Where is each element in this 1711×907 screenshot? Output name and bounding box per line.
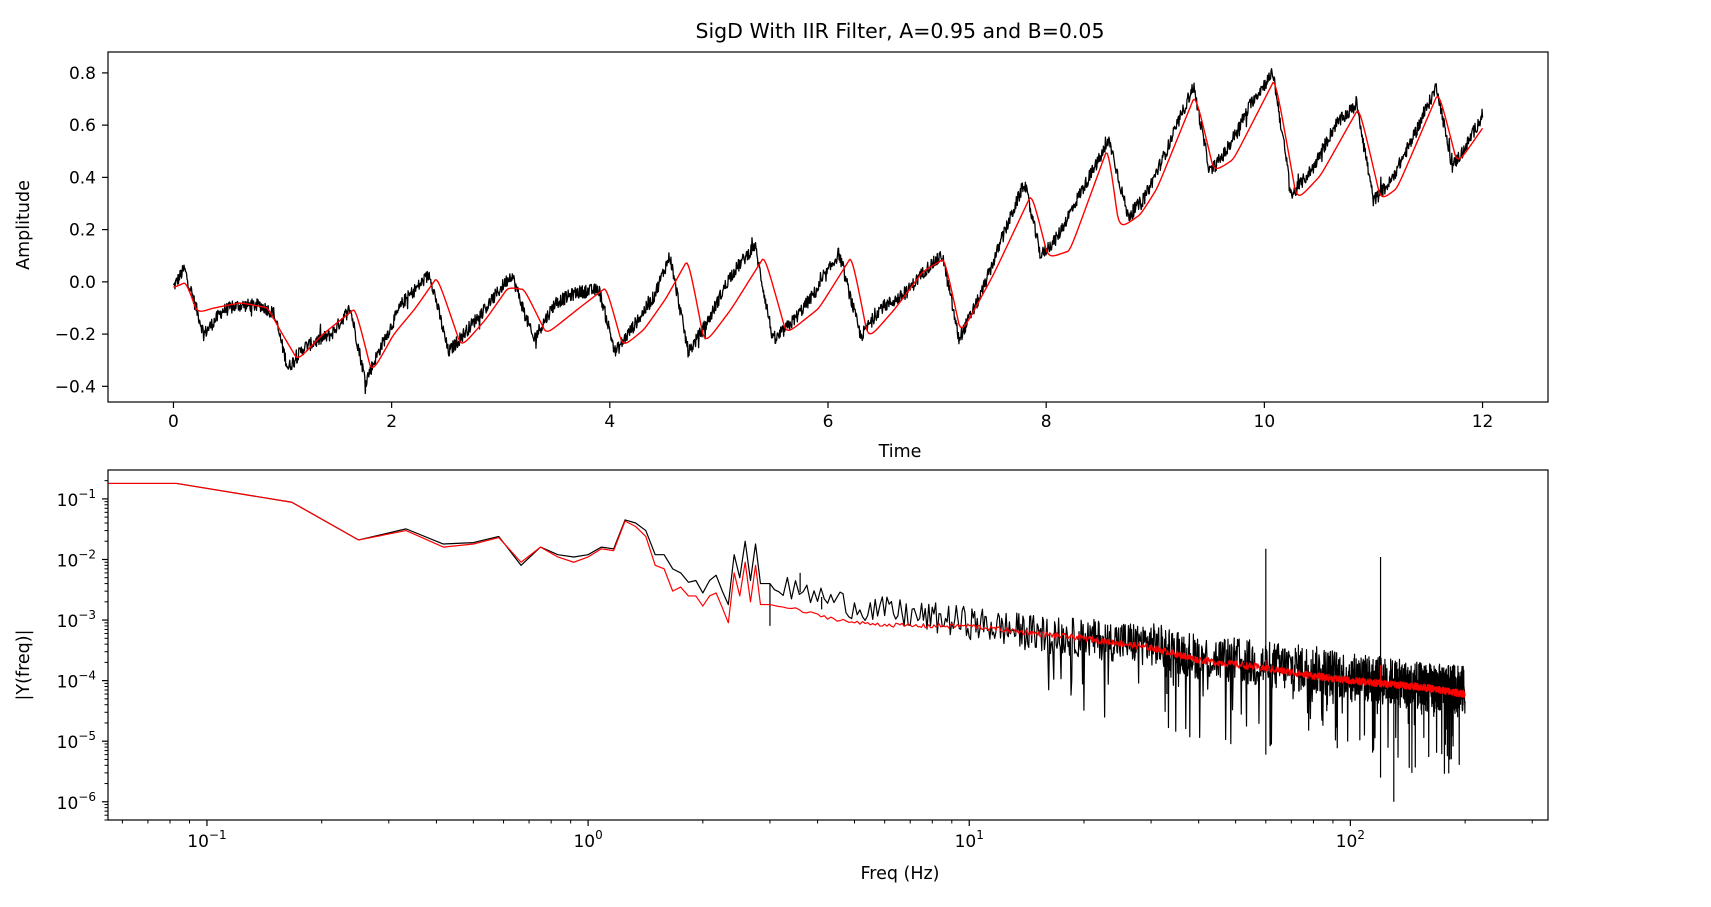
chart-title: SigD With IIR Filter, A=0.95 and B=0.05 — [695, 19, 1104, 43]
top-x-tick-label: 4 — [604, 412, 615, 432]
bottom-y-tick-label: 10−2 — [57, 547, 96, 571]
top-y-tick-label: 0.4 — [69, 168, 96, 188]
bottom-y-tick-label: 10−5 — [57, 729, 96, 753]
top-x-tick-label: 10 — [1254, 412, 1276, 432]
top-y-tick-label: 0.2 — [69, 221, 96, 241]
top-y-axis-label: Amplitude — [14, 180, 34, 270]
top-y-tick-label: −0.2 — [55, 325, 96, 345]
top-x-tick-label: 12 — [1472, 412, 1494, 432]
top-y-tick-label: −0.4 — [55, 377, 96, 397]
top-axes: 0 2 4 6 8 10 12 −0.4 −0.2 0.0 0.2 0.4 0.6 0.8 — [55, 51, 1549, 432]
bottom-x-tick-label: 10−1 — [187, 828, 226, 852]
top-x-tick-label: 2 — [386, 412, 397, 432]
bottom-y-tick-label: 10−4 — [57, 669, 96, 693]
top-x-tick-label: 8 — [1041, 412, 1052, 432]
top-series-raw-line — [172, 68, 1484, 395]
bottom-y-axis-label: |Y(freq)| — [14, 630, 34, 701]
bottom-x-tick-label: 101 — [955, 828, 984, 852]
bottom-plot-area — [108, 482, 1466, 802]
bottom-x-tick-label: 102 — [1336, 828, 1365, 852]
bottom-y-tick-label: 10−6 — [57, 790, 96, 814]
top-plot-area — [172, 68, 1484, 395]
top-x-tick-label: 6 — [823, 412, 834, 432]
bottom-y-tick-label: 10−3 — [57, 608, 96, 632]
bottom-axes-frame — [107, 469, 1549, 821]
top-y-tick-label: 0.6 — [69, 116, 96, 136]
bottom-series-filtered-line — [108, 482, 1466, 699]
top-y-tick-label: 0.0 — [69, 273, 96, 293]
bottom-x-tick-label: 100 — [573, 828, 602, 852]
top-y-tick-label: 0.8 — [69, 64, 96, 84]
top-x-axis-label: Time — [878, 442, 922, 462]
top-series-filtered-line — [173, 81, 1484, 369]
top-x-tick-label: 0 — [168, 412, 179, 432]
bottom-y-tick-label: 10−1 — [57, 487, 96, 511]
bottom-x-axis-label: Freq (Hz) — [860, 864, 939, 884]
bottom-axes: 10−1 100 101 102 10−6 10−5 10−4 10−3 10−2 10−1 — [57, 469, 1549, 852]
